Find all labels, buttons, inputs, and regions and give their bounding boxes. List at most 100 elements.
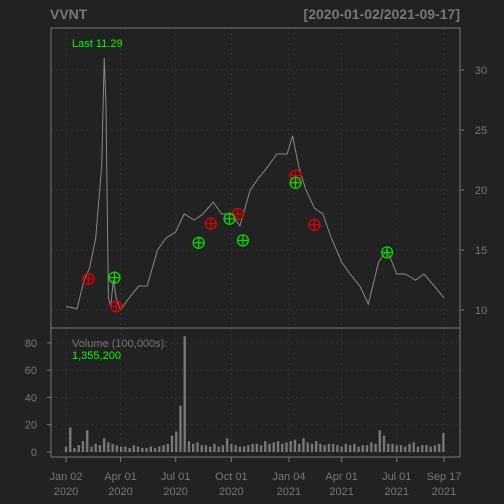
volume-bar	[293, 439, 297, 452]
volume-bar	[64, 446, 68, 452]
volume-bar	[86, 430, 89, 452]
volume-bar	[221, 445, 225, 452]
volume-bar	[90, 446, 93, 452]
volume-bar	[81, 441, 85, 452]
volume-tick-label: 80	[25, 338, 37, 350]
volume-bar	[204, 445, 208, 452]
volume-bar	[399, 445, 403, 452]
volume-bar	[319, 443, 322, 452]
volume-bar	[370, 442, 373, 452]
buy-marker	[192, 236, 205, 249]
volume-bar	[437, 443, 441, 452]
time-tick-year: 2020	[163, 486, 187, 498]
volume-bar	[357, 446, 360, 452]
volume-bar	[115, 445, 119, 452]
volume-bar	[141, 447, 144, 452]
volume-bar	[136, 446, 140, 452]
volume-bar	[200, 445, 203, 452]
volume-bar	[132, 445, 136, 452]
volume-bar	[391, 443, 394, 452]
volume-bar	[149, 446, 153, 452]
time-tick-label: Sep 17	[427, 471, 462, 483]
volume-bar	[217, 446, 220, 452]
volume-bar	[251, 443, 254, 452]
volume-bar	[234, 445, 237, 452]
volume-bar	[336, 445, 339, 452]
volume-bar	[353, 443, 356, 452]
volume-bar	[442, 432, 445, 452]
volume-bar	[344, 443, 348, 452]
volume-bar	[268, 443, 271, 452]
volume-bar	[128, 447, 131, 452]
time-tick-label: Apr 01	[325, 471, 357, 483]
volume-bar	[374, 443, 377, 452]
volume-bar	[408, 443, 411, 452]
volume-bar	[230, 443, 233, 452]
volume-bar	[187, 441, 191, 452]
volume-bar	[425, 445, 428, 452]
time-tick-year: 2020	[54, 486, 78, 498]
volume-bar	[429, 446, 432, 452]
volume-bar	[378, 430, 381, 452]
sell-marker	[82, 272, 95, 285]
grid-lines	[51, 28, 460, 457]
volume-bar	[285, 442, 288, 452]
volume-bar	[314, 441, 318, 452]
sell-marker	[110, 300, 123, 313]
volume-tick-label: 60	[25, 365, 37, 377]
time-tick-year: 2021	[277, 486, 301, 498]
buy-marker	[289, 176, 302, 189]
buy-marker	[236, 234, 250, 247]
volume-bar	[340, 446, 343, 452]
volume-bar	[404, 446, 407, 452]
trade-markers	[82, 169, 394, 313]
volume-bar	[98, 445, 102, 452]
volume-panel-frame	[50, 327, 461, 458]
volume-bar	[416, 446, 420, 452]
price-tick-label: 15	[475, 245, 487, 257]
volume-bar	[247, 445, 250, 452]
volume-tick-label: 40	[25, 392, 37, 404]
time-tick-year: 2021	[385, 486, 409, 498]
volume-bar	[327, 443, 331, 452]
volume-tick-label: 0	[31, 447, 37, 459]
volume-bar	[124, 446, 127, 452]
date-range: [2020-01-02/2021-09-17]	[303, 6, 460, 22]
volume-bar	[255, 443, 259, 452]
volume-bar	[264, 441, 267, 452]
volume-bar	[361, 445, 365, 452]
volume-bar	[289, 441, 292, 452]
volume-bar	[323, 445, 326, 452]
volume-bar	[242, 446, 246, 452]
volume-bar	[179, 405, 182, 452]
time-tick-year: 2021	[329, 486, 353, 498]
volume-bar	[162, 445, 165, 452]
volume-bar	[306, 442, 309, 452]
volume-bar	[225, 438, 229, 452]
volume-bar	[331, 443, 335, 452]
volume-label: Volume (100,000s):	[72, 338, 167, 350]
price-tick-label: 10	[475, 305, 487, 317]
volume-bar	[153, 447, 157, 452]
volume-axis: 0 20 40 60 80	[25, 338, 51, 459]
time-tick-year: 2021	[432, 486, 456, 498]
price-tick-label: 25	[475, 125, 487, 137]
time-axis: Jan 02 2020 Apr 01 2020 Jul 01 2020 Oct 01 2020…	[49, 457, 461, 498]
volume-bar	[433, 445, 437, 452]
volume-bar	[281, 443, 284, 452]
price-tick-label: 30	[475, 65, 487, 77]
sell-marker	[231, 207, 245, 221]
volume-bar	[196, 442, 199, 452]
volume-bar	[395, 445, 398, 452]
time-tick-label: Jul 01	[382, 471, 411, 483]
volume-bar	[238, 446, 242, 452]
volume-bar	[382, 435, 386, 452]
volume-bar	[107, 442, 110, 452]
last-price-label: Last 11.29	[72, 38, 123, 50]
volume-bar	[272, 442, 275, 452]
price-series-line	[65, 57, 445, 312]
volume-bar	[208, 446, 212, 452]
time-tick-label: Jan 02	[49, 471, 82, 483]
volume-bar	[69, 427, 72, 452]
volume-bar	[111, 443, 114, 452]
